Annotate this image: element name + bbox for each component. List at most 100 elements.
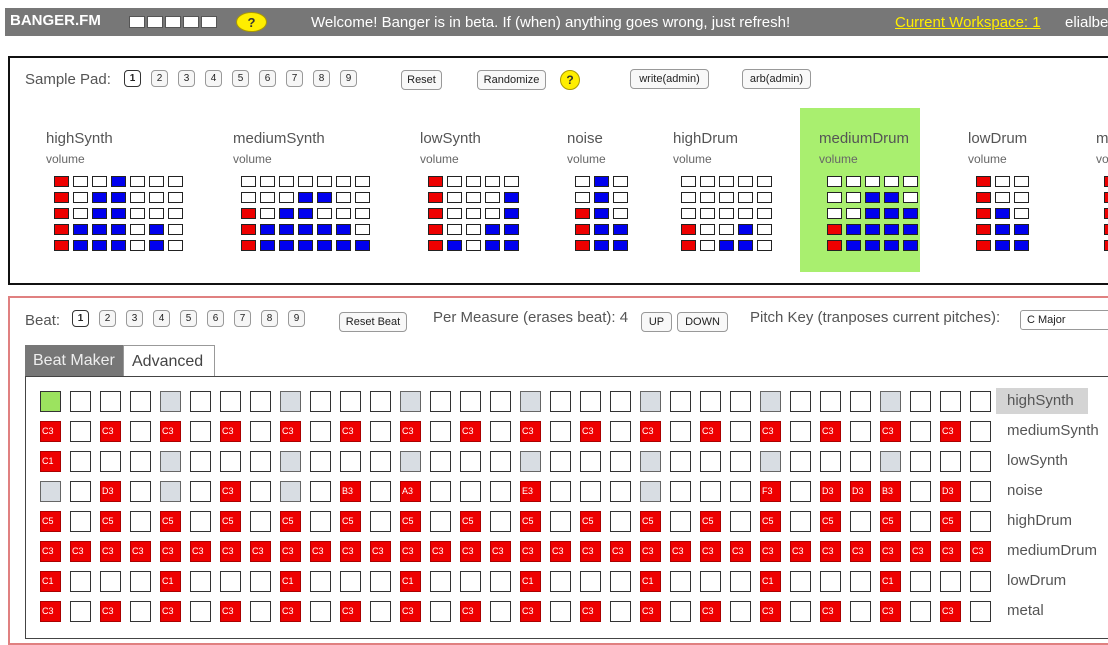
beat-cell[interactable] [70, 601, 91, 622]
beat-cell[interactable] [40, 391, 61, 412]
volume-square[interactable] [428, 240, 443, 251]
volume-square[interactable] [111, 192, 126, 203]
beat-cell[interactable]: C3 [760, 421, 781, 442]
sample-pad-button-7[interactable]: 7 [286, 70, 303, 87]
volume-square[interactable] [279, 240, 294, 251]
beat-cell[interactable] [610, 451, 631, 472]
beat-cell[interactable]: C3 [940, 601, 961, 622]
beat-cell[interactable] [670, 421, 691, 442]
beat-cell[interactable] [70, 421, 91, 442]
volume-square[interactable] [317, 192, 332, 203]
beat-cell[interactable] [910, 421, 931, 442]
beat-cell[interactable] [430, 571, 451, 592]
beat-cell[interactable]: C3 [400, 421, 421, 442]
volume-square[interactable] [485, 224, 500, 235]
beat-cell[interactable]: C5 [40, 511, 61, 532]
volume-square[interactable] [336, 224, 351, 235]
volume-square[interactable] [594, 224, 609, 235]
row-label-mediumDrum[interactable]: mediumDrum [1007, 542, 1098, 559]
sample-pad-button-5[interactable]: 5 [232, 70, 249, 87]
volume-square[interactable] [504, 192, 519, 203]
beat-cell[interactable] [640, 391, 661, 412]
volume-square[interactable] [884, 224, 899, 235]
volume-square[interactable] [466, 176, 481, 187]
volume-square[interactable] [130, 240, 145, 251]
volume-square[interactable] [149, 208, 164, 219]
beat-cell[interactable]: C3 [340, 421, 361, 442]
volume-square[interactable] [355, 208, 370, 219]
beat-cell[interactable] [910, 571, 931, 592]
volume-square[interactable] [1104, 240, 1108, 251]
beat-cell[interactable]: C3 [220, 481, 241, 502]
beat-cell[interactable] [130, 451, 151, 472]
volume-square[interactable] [700, 176, 715, 187]
beat-cell[interactable] [280, 451, 301, 472]
sample-pad-button-3[interactable]: 3 [178, 70, 195, 87]
volume-square[interactable] [903, 192, 918, 203]
volume-square[interactable] [73, 176, 88, 187]
beat-cell[interactable]: C3 [280, 541, 301, 562]
pitch-key-select[interactable]: C Major [1020, 310, 1108, 330]
beat-cell[interactable] [160, 391, 181, 412]
beat-cell[interactable] [730, 451, 751, 472]
beat-cell[interactable] [910, 451, 931, 472]
beat-cell[interactable] [670, 391, 691, 412]
volume-square[interactable] [485, 192, 500, 203]
beat-cell[interactable]: C3 [460, 421, 481, 442]
volume-square[interactable] [168, 240, 183, 251]
volume-square[interactable] [130, 224, 145, 235]
beat-cell[interactable] [490, 511, 511, 532]
beat-cell[interactable]: C1 [880, 571, 901, 592]
volume-square[interactable] [260, 224, 275, 235]
instrument-lowDrum[interactable]: lowDrum volume [952, 108, 1072, 272]
volume-square[interactable] [846, 176, 861, 187]
beat-cell[interactable] [730, 571, 751, 592]
beat-cell[interactable] [970, 571, 991, 592]
volume-square[interactable] [1014, 240, 1029, 251]
workspace-square[interactable] [147, 16, 163, 28]
beat-cell[interactable] [460, 571, 481, 592]
beat-cell[interactable] [100, 391, 121, 412]
beat-cell[interactable] [490, 601, 511, 622]
volume-square[interactable] [757, 192, 772, 203]
beat-cell[interactable]: C3 [460, 541, 481, 562]
arb-admin-button[interactable]: arb(admin) [742, 69, 811, 89]
beat-cell[interactable] [310, 451, 331, 472]
beat-cell[interactable]: C3 [220, 601, 241, 622]
volume-square[interactable] [995, 224, 1010, 235]
beat-cell[interactable] [790, 511, 811, 532]
beat-cell[interactable]: B3 [340, 481, 361, 502]
beat-cell[interactable] [370, 391, 391, 412]
beat-cell[interactable]: C3 [130, 541, 151, 562]
beat-cell[interactable]: C3 [880, 541, 901, 562]
volume-square[interactable] [279, 192, 294, 203]
beat-cell[interactable] [970, 511, 991, 532]
beat-cell[interactable] [130, 601, 151, 622]
volume-square[interactable] [575, 192, 590, 203]
beat-cell[interactable]: C3 [220, 421, 241, 442]
volume-square[interactable] [168, 176, 183, 187]
volume-square[interactable] [575, 224, 590, 235]
beat-cell[interactable] [790, 571, 811, 592]
volume-square[interactable] [92, 176, 107, 187]
beat-cell[interactable] [670, 601, 691, 622]
beat-cell[interactable] [400, 451, 421, 472]
reset-button[interactable]: Reset [401, 70, 442, 90]
volume-square[interactable] [355, 192, 370, 203]
beat-cell[interactable]: C3 [40, 421, 61, 442]
volume-square[interactable] [92, 208, 107, 219]
beat-cell[interactable]: C3 [640, 541, 661, 562]
volume-square[interactable] [54, 208, 69, 219]
sample-pad-button-9[interactable]: 9 [340, 70, 357, 87]
beat-cell[interactable] [70, 571, 91, 592]
volume-square[interactable] [149, 192, 164, 203]
instrument-lowSynth[interactable]: lowSynth volume [404, 108, 524, 272]
volume-square[interactable] [504, 176, 519, 187]
volume-square[interactable] [865, 224, 880, 235]
beat-cell[interactable] [610, 601, 631, 622]
volume-square[interactable] [298, 208, 313, 219]
volume-square[interactable] [575, 176, 590, 187]
volume-square[interactable] [884, 208, 899, 219]
beat-cell[interactable]: C3 [460, 601, 481, 622]
beat-cell[interactable]: D3 [820, 481, 841, 502]
